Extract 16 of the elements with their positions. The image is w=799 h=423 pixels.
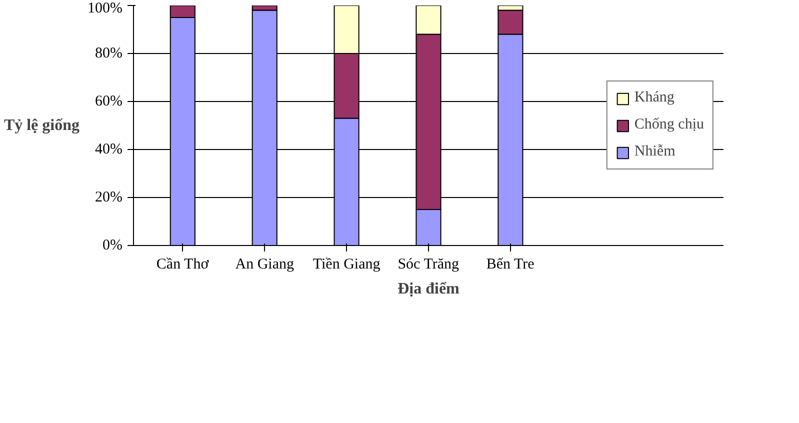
y-tick-label: 60% (95, 94, 123, 110)
y-tick-label: 40% (95, 142, 123, 158)
x-tick-label: Tiền Giang (312, 256, 381, 272)
x-tick-label: An Giang (235, 256, 294, 272)
y-tick-label: 0% (102, 238, 123, 254)
x-tick-label: Bến Tre (486, 256, 535, 272)
y-tick-label: 80% (95, 46, 123, 62)
legend-label: Nhiễm (634, 144, 676, 160)
y-tick-label: 20% (95, 190, 123, 206)
x-tick-label: Sóc Trăng (398, 256, 460, 272)
x-tick-label: Cần Thơ (156, 256, 210, 272)
legend-label: Kháng (634, 90, 674, 106)
y-axis-title: Tỷ lệ giống (4, 117, 80, 134)
x-axis-title: Địa điểm (398, 280, 460, 298)
legend-label: Chống chịu (634, 116, 704, 134)
y-tick-label: 100% (88, 0, 123, 16)
